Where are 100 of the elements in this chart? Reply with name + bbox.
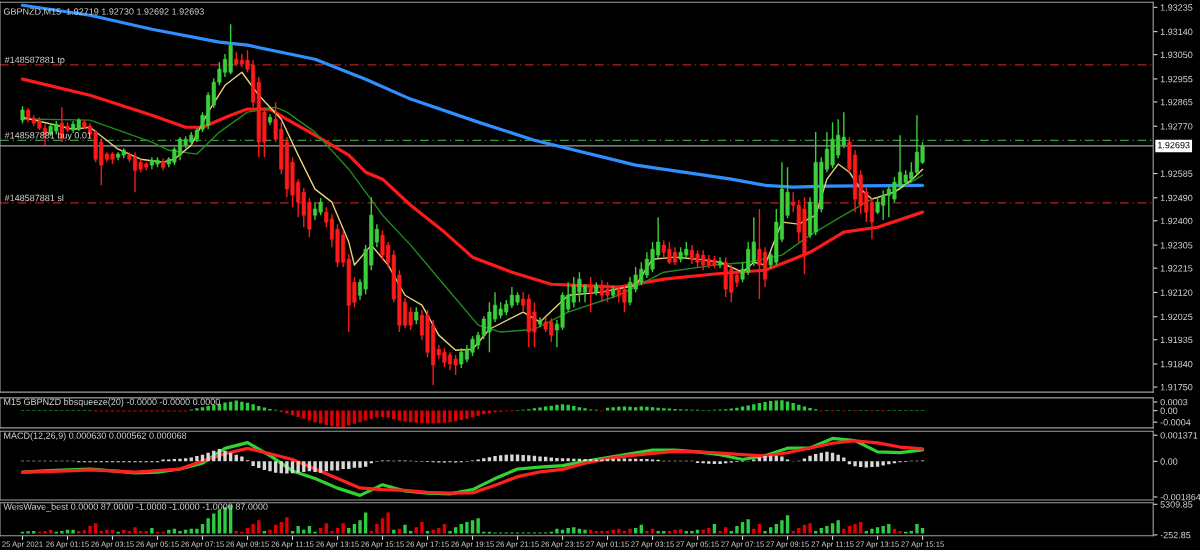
y-tick-label: 0.00: [1160, 458, 1178, 465]
bar: [763, 530, 767, 534]
bar: [105, 529, 109, 534]
bar: [605, 530, 610, 534]
bar: [791, 403, 795, 411]
bar: [566, 528, 570, 534]
y-tick-label: 1.93140: [1160, 28, 1193, 35]
bar: [515, 454, 520, 462]
bar: [403, 524, 407, 534]
bar: [712, 524, 717, 534]
bar: [223, 402, 227, 411]
bar: [622, 530, 627, 534]
y-tick-label: 1.92025: [1160, 313, 1193, 321]
bar: [347, 461, 351, 470]
bar: [296, 410, 300, 417]
bar: [397, 528, 402, 534]
bar: [172, 528, 177, 534]
bar: [538, 407, 542, 411]
bar: [392, 529, 396, 534]
bar: [341, 523, 345, 534]
bar: [453, 527, 458, 534]
y-tick-label: 1.92955: [1160, 75, 1193, 83]
bar: [386, 410, 390, 418]
bar: [909, 530, 913, 534]
bar: [251, 461, 255, 466]
bar: [459, 524, 463, 534]
bar: [212, 404, 216, 411]
bar: [257, 520, 261, 534]
bar: [408, 530, 413, 534]
bar: [189, 528, 193, 534]
bar: [195, 408, 199, 411]
y-tick-label: 1.92770: [1160, 123, 1193, 130]
bar: [718, 461, 722, 465]
bar: [442, 524, 447, 534]
bar: [420, 410, 424, 423]
bar: [228, 401, 233, 411]
y-tick-label: 1.91840: [1160, 360, 1193, 368]
bar: [774, 524, 778, 534]
bar: [768, 401, 773, 411]
bar: [611, 407, 615, 411]
y-tick-label: 1.92585: [1160, 170, 1193, 177]
bar: [251, 404, 255, 411]
bar: [110, 529, 115, 534]
bar: [302, 461, 306, 473]
y-tick-label: 0.00: [1160, 407, 1178, 414]
bar: [572, 527, 576, 534]
bar: [60, 530, 64, 534]
bar: [318, 461, 323, 473]
chart-title: M15 GBPNZD bbsqueeze(20) -0.0000 -0.0000 0.0000: [4, 398, 220, 407]
bar: [212, 513, 216, 534]
y-tick-label: 1.92490: [1160, 194, 1193, 202]
bar: [200, 407, 205, 411]
bar: [723, 527, 728, 534]
bar: [667, 530, 672, 534]
bar: [82, 530, 87, 534]
bar: [583, 408, 587, 411]
bar: [645, 459, 649, 462]
bar: [245, 528, 250, 534]
bar: [752, 404, 756, 411]
ref-line-label: #148587881 tp: [4, 56, 65, 65]
bar: [572, 406, 576, 411]
bar: [341, 461, 345, 470]
bar: [555, 457, 559, 462]
bar: [757, 403, 762, 411]
bar: [656, 407, 660, 411]
bar: [403, 410, 407, 422]
y-tick-label: 1.91935: [1160, 336, 1193, 344]
bar: [588, 529, 593, 534]
bar: [920, 528, 925, 534]
bar: [437, 528, 441, 534]
bar: [167, 529, 171, 534]
bar: [538, 456, 542, 462]
bar: [583, 529, 587, 534]
bar: [223, 450, 227, 462]
bar: [678, 529, 683, 534]
bar: [881, 525, 885, 534]
bar: [122, 529, 126, 534]
bar: [802, 524, 807, 534]
bar: [358, 461, 362, 468]
bar: [881, 461, 885, 466]
bar: [493, 456, 497, 462]
bar: [257, 461, 261, 469]
y-tick-label: -252.85: [1160, 531, 1191, 539]
bar: [318, 528, 323, 534]
bar: [240, 456, 244, 462]
bar: [313, 461, 317, 472]
bar: [268, 461, 272, 472]
bar: [285, 461, 289, 474]
bar: [729, 530, 733, 534]
bar: [757, 524, 762, 534]
bar: [127, 530, 132, 534]
bar: [257, 406, 261, 411]
bar: [93, 523, 98, 534]
bar: [313, 410, 317, 423]
bar: [555, 528, 559, 534]
bar: [847, 461, 852, 465]
bar: [363, 461, 368, 467]
bar: [858, 522, 863, 534]
y-tick-label: 0.0003: [1160, 398, 1188, 406]
bar: [296, 525, 300, 534]
